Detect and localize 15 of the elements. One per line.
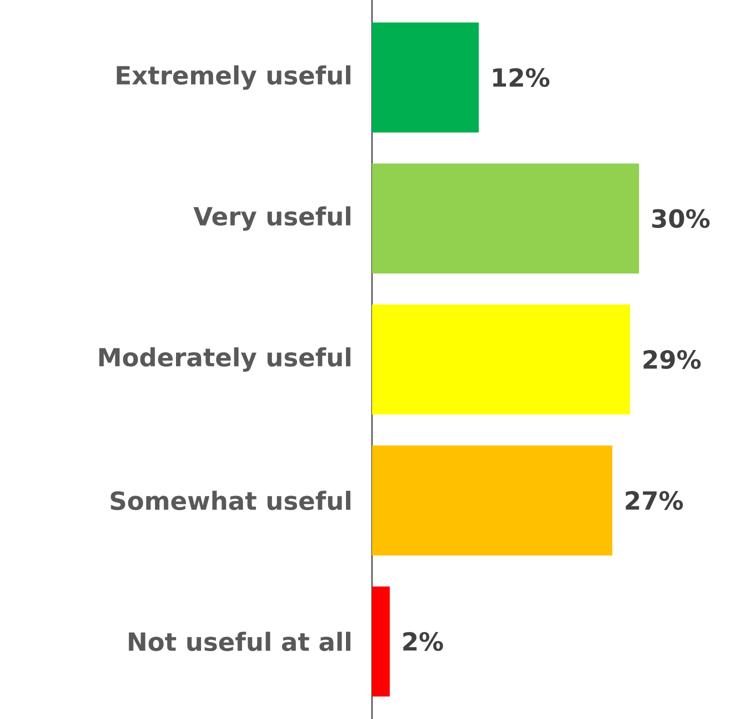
bar bbox=[372, 164, 639, 274]
y-tick-label: Moderately useful bbox=[99, 347, 350, 372]
bar bbox=[372, 22, 479, 133]
y-tick-label: Very useful bbox=[193, 206, 350, 231]
data-label: 29% bbox=[644, 350, 701, 369]
y-tick-label: Extremely useful bbox=[116, 65, 350, 90]
data-label: 27% bbox=[626, 491, 683, 510]
data-label: 2% bbox=[403, 632, 443, 651]
bar bbox=[372, 586, 390, 696]
bar bbox=[372, 445, 612, 556]
bar bbox=[372, 304, 630, 414]
data-label: 12% bbox=[493, 68, 550, 87]
y-tick-label: Not useful at all bbox=[128, 632, 350, 652]
data-label: 30% bbox=[652, 209, 710, 228]
y-tick-label: Somewhat useful bbox=[110, 490, 350, 510]
